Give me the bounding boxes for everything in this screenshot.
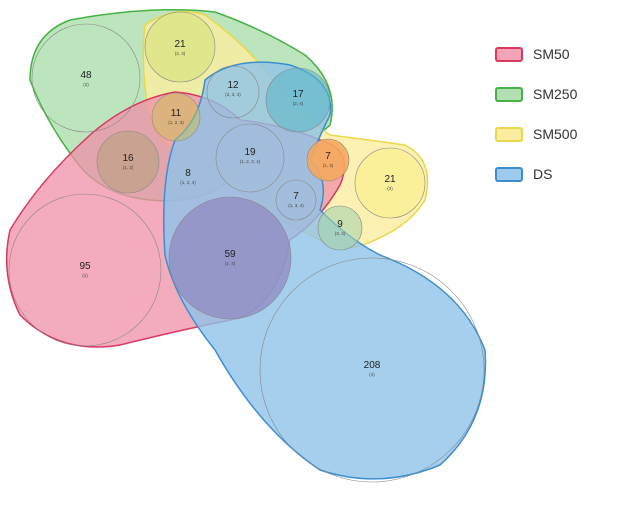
svg-text:59: 59 — [224, 249, 236, 260]
region-label: 48(2) — [80, 70, 92, 87]
legend-label: SM500 — [533, 126, 578, 142]
svg-text:7: 7 — [325, 151, 331, 162]
legend-label: DS — [533, 166, 553, 182]
set-ds-region — [163, 61, 487, 480]
svg-text:(2, 3): (2, 3) — [175, 51, 186, 56]
svg-text:(3, 4): (3, 4) — [335, 231, 346, 236]
legend-item-sm500: SM500 — [495, 124, 615, 144]
svg-text:(1, 2, 3): (1, 2, 3) — [168, 120, 184, 125]
region-circle — [317, 205, 363, 251]
region-circle — [151, 92, 201, 142]
svg-text:(1, 2, 3, 4): (1, 2, 3, 4) — [240, 159, 261, 164]
region-circle — [8, 193, 162, 347]
region-label: 16(1, 2) — [122, 153, 134, 170]
region-label: 21(2, 3) — [174, 39, 186, 56]
legend-swatch-sm500 — [495, 126, 523, 142]
legend-label: SM250 — [533, 86, 578, 102]
legend-item-ds: DS — [495, 164, 615, 184]
region-circle — [265, 67, 331, 133]
svg-text:(1, 3): (1, 3) — [323, 163, 334, 168]
region-circle — [306, 138, 350, 182]
region-label: 17(2, 4) — [292, 89, 304, 106]
region-label: 7(1, 3, 4) — [288, 191, 304, 208]
svg-text:21: 21 — [384, 174, 396, 185]
svg-text:21: 21 — [174, 39, 186, 50]
region-label: 7(1, 3) — [323, 151, 334, 168]
legend-swatch-sm50 — [495, 46, 523, 62]
svg-text:16: 16 — [122, 153, 134, 164]
svg-text:208: 208 — [364, 360, 381, 371]
region-circle — [96, 130, 160, 194]
svg-text:(2, 4): (2, 4) — [293, 101, 304, 106]
region-circle — [168, 196, 292, 320]
svg-text:48: 48 — [80, 70, 92, 81]
svg-text:8: 8 — [185, 168, 191, 179]
svg-text:(1, 2): (1, 2) — [123, 165, 134, 170]
region-label: 59(1, 4) — [224, 249, 236, 266]
svg-text:11: 11 — [171, 108, 182, 119]
region-label: 95(1) — [79, 261, 91, 278]
legend: SM50 SM250 SM500 DS — [495, 44, 615, 204]
svg-text:19: 19 — [244, 147, 256, 158]
svg-text:17: 17 — [292, 89, 304, 100]
svg-text:(3): (3) — [387, 186, 393, 191]
region-label: 208(4) — [364, 360, 381, 377]
svg-text:(2, 3, 4): (2, 3, 4) — [225, 92, 241, 97]
region-label: 12(2, 3, 4) — [225, 80, 241, 97]
region-circle — [215, 123, 285, 193]
region-label: 19(1, 2, 3, 4) — [240, 147, 261, 164]
legend-swatch-sm250 — [495, 86, 523, 102]
svg-text:(1, 4): (1, 4) — [225, 261, 236, 266]
svg-text:(2): (2) — [83, 82, 89, 87]
svg-text:(1, 3, 4): (1, 3, 4) — [288, 203, 304, 208]
legend-item-sm250: SM250 — [495, 84, 615, 104]
region-circle — [31, 23, 141, 133]
svg-text:7: 7 — [293, 191, 299, 202]
legend-label: SM50 — [533, 46, 570, 62]
legend-swatch-ds — [495, 166, 523, 182]
svg-text:(1, 2, 4): (1, 2, 4) — [180, 180, 196, 185]
region-circle — [144, 11, 216, 83]
region-circle — [206, 65, 260, 119]
region-circle — [275, 179, 317, 221]
legend-item-sm50: SM50 — [495, 44, 615, 64]
svg-text:12: 12 — [227, 80, 239, 91]
region-circle — [354, 147, 426, 219]
region-label: 11(1, 2, 3) — [168, 108, 184, 125]
svg-text:(4): (4) — [369, 372, 375, 377]
svg-text:95: 95 — [79, 261, 91, 272]
region-label: 8(1, 2, 4) — [180, 168, 196, 185]
svg-text:9: 9 — [337, 219, 343, 230]
region-label: 21(3) — [384, 174, 396, 191]
region-circle — [259, 257, 485, 483]
svg-text:(1): (1) — [82, 273, 88, 278]
region-label: 9(3, 4) — [335, 219, 346, 236]
